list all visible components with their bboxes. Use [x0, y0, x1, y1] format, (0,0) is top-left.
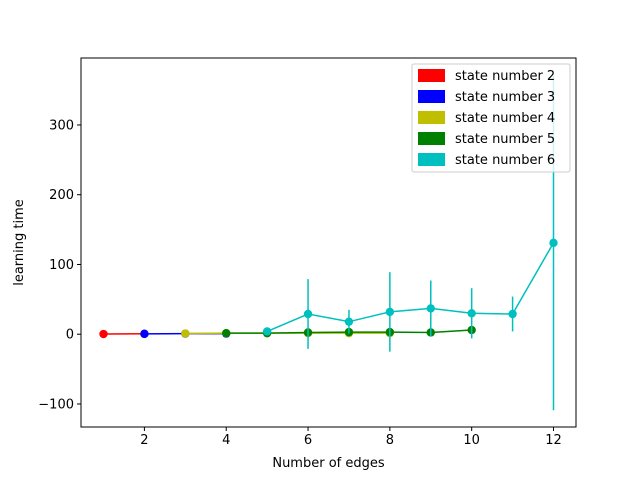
data-point	[508, 309, 517, 319]
legend-swatch	[418, 111, 445, 124]
legend-swatch	[418, 90, 445, 103]
x-tick-label: 6	[304, 433, 312, 448]
data-point	[385, 307, 395, 317]
data-point	[181, 329, 190, 338]
y-tick-label: 200	[49, 188, 74, 203]
y-tick-label: 0	[66, 328, 74, 343]
legend-swatch	[418, 69, 445, 82]
legend-label: state number 6	[455, 153, 555, 168]
series-line	[266, 242, 555, 333]
x-axis-label: Number of edges	[272, 456, 385, 471]
legend-swatch	[418, 132, 445, 145]
legend-label: state number 3	[455, 90, 555, 105]
x-tick-label: 8	[386, 433, 394, 448]
data-point	[344, 317, 354, 326]
legend-swatch	[418, 153, 445, 166]
plot-area	[99, 75, 558, 411]
data-point	[140, 329, 149, 339]
data-point	[222, 328, 231, 338]
data-point	[426, 304, 435, 313]
x-tick-label: 2	[140, 433, 148, 448]
legend-label: state number 2	[455, 69, 555, 84]
y-axis-label: learning time	[12, 199, 27, 286]
data-point	[99, 329, 108, 339]
data-point	[549, 238, 558, 248]
legend-box	[411, 63, 571, 173]
x-tick-label: 10	[463, 433, 480, 448]
data-point	[303, 309, 313, 319]
x-tick-label: 4	[222, 433, 230, 448]
legend-label: state number 5	[455, 132, 555, 147]
y-tick-label: −100	[38, 397, 74, 412]
data-point	[467, 309, 476, 318]
y-tick-label: 100	[49, 258, 74, 273]
axes-frame	[80, 57, 577, 428]
x-tick-label: 12	[545, 433, 562, 448]
y-tick-label: 300	[49, 118, 74, 133]
legend-label: state number 4	[455, 111, 555, 126]
data-point	[262, 327, 272, 336]
